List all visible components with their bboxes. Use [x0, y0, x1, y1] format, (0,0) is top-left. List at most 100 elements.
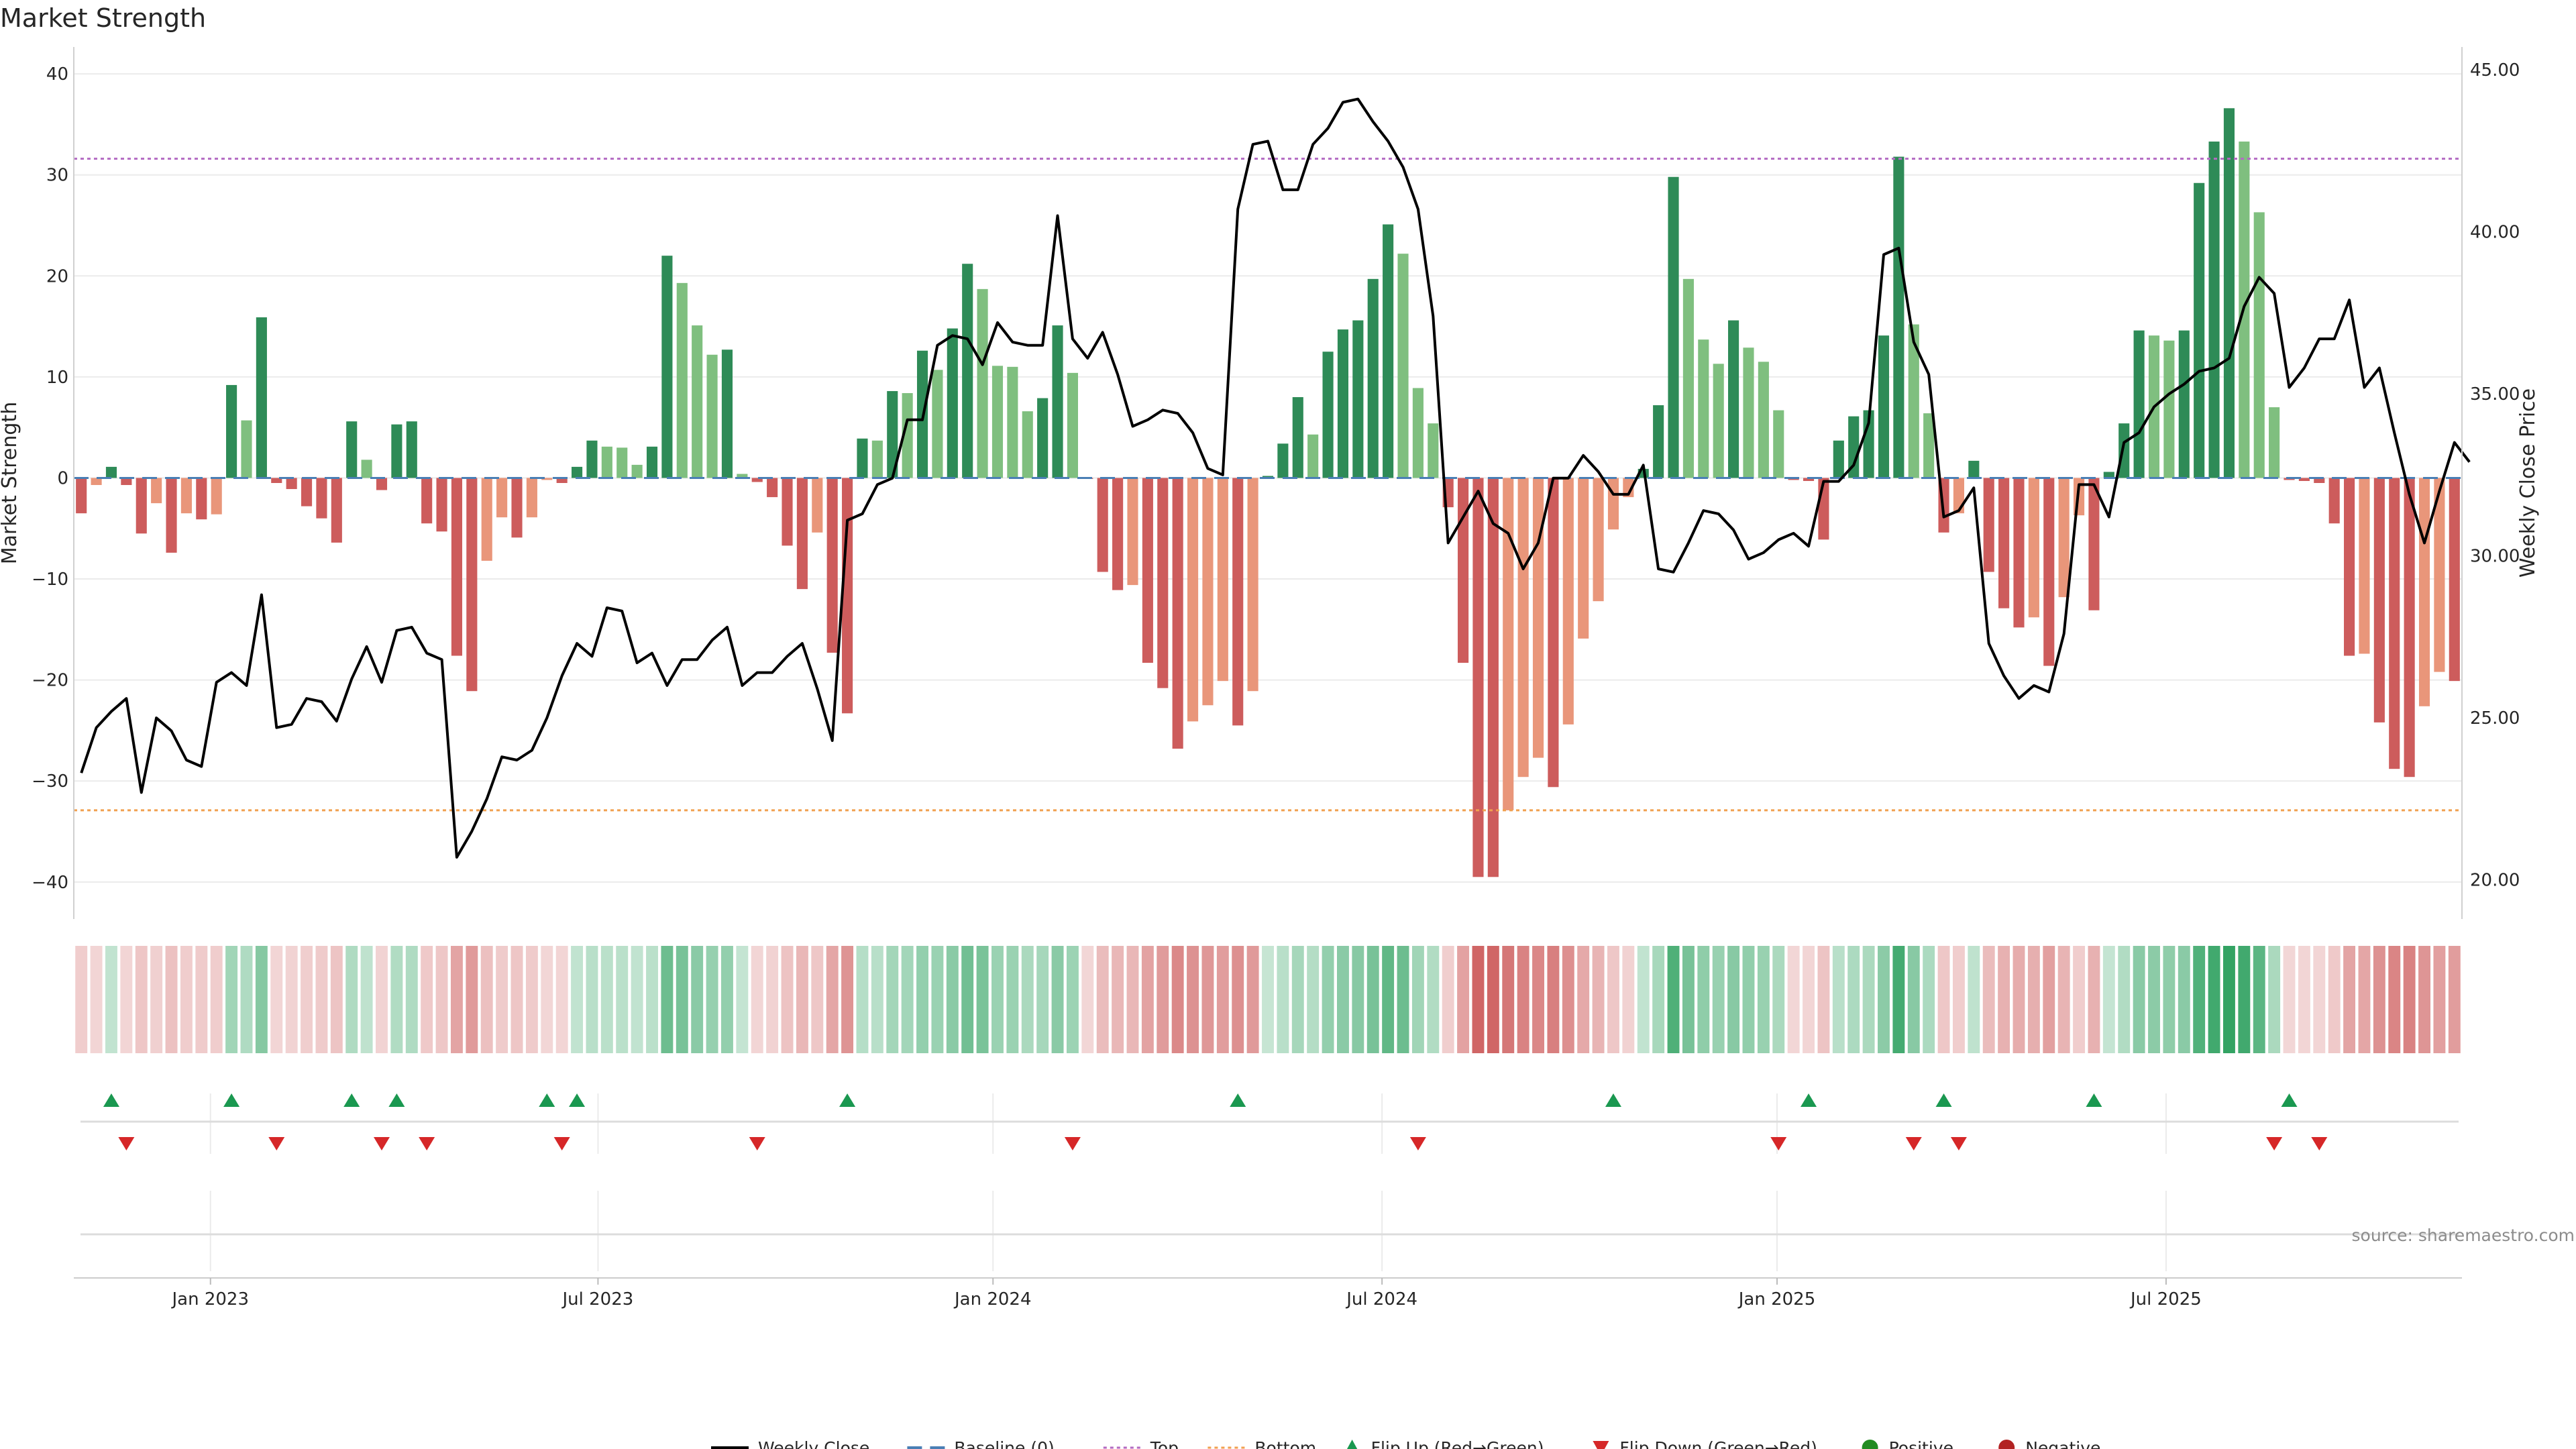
heat-cell	[270, 946, 283, 1053]
heat-cell	[285, 946, 298, 1053]
heat-cell	[1171, 946, 1184, 1053]
strength-bar	[1172, 478, 1183, 749]
strength-bar	[2058, 478, 2070, 598]
heat-cell	[1427, 946, 1440, 1053]
strength-bar	[1773, 410, 1784, 478]
legend-positive-swatch	[1862, 1440, 1878, 1449]
strength-bar	[1983, 478, 1994, 572]
heat-cell	[1937, 946, 1950, 1053]
strength-bar	[466, 478, 478, 692]
heat-cell	[811, 946, 824, 1053]
heat-cell	[525, 946, 538, 1053]
legend-flip-down: Flip Down (Green→Red)	[1593, 1438, 1817, 1449]
legend-negative: Negative	[1998, 1438, 2100, 1449]
strength-bar	[1607, 478, 1619, 530]
legend-positive: Positive	[1862, 1438, 1953, 1449]
strength-bar	[1367, 278, 1379, 478]
heat-cell	[2358, 946, 2371, 1053]
heat-cell	[2163, 946, 2176, 1053]
strength-bar	[316, 478, 327, 519]
heat-cell	[1352, 946, 1364, 1053]
y-tick-label-right: 35.00	[2470, 384, 2520, 405]
strength-bar	[1833, 440, 1844, 478]
legend-top-label: Top	[1150, 1438, 1179, 1449]
heat-cell	[376, 946, 388, 1053]
axes: 40 30 20 10 0 −10 −20 −30 −40 45.00 40.00 35.00 30.0…	[32, 47, 2520, 1309]
heat-cell	[2343, 946, 2356, 1053]
strength-bar	[226, 384, 237, 478]
heat-cell	[1592, 946, 1605, 1053]
x-tick-label: Jan 2023	[170, 1289, 249, 1309]
heat-cell	[1892, 946, 1905, 1053]
strength-bar	[1682, 278, 1694, 478]
heat-cell	[1487, 946, 1499, 1053]
legend-flip-down-label: Flip Down (Green→Red)	[1619, 1438, 1817, 1449]
strength-bar	[1428, 423, 1439, 478]
strength-bar	[196, 478, 207, 520]
strength-bar	[2028, 478, 2039, 618]
strength-bar	[1202, 478, 1214, 706]
heat-cell	[120, 946, 133, 1053]
strength-bar	[1217, 478, 1228, 682]
y-tick-label-left: 20	[46, 266, 68, 286]
strength-bar	[857, 438, 868, 478]
strength-bar	[2118, 423, 2130, 478]
heat-cell	[2133, 946, 2145, 1053]
strength-bar	[601, 446, 612, 478]
y-tick-label-left: 0	[57, 468, 68, 488]
flip-down-marker	[749, 1137, 765, 1150]
y-tick-label-left: −20	[32, 671, 68, 691]
heat-cell	[1081, 946, 1094, 1053]
flip-up-marker	[103, 1093, 119, 1107]
legend-weekly-close-label: Weekly Close	[758, 1438, 869, 1449]
heat-cell	[1968, 946, 1980, 1053]
strength-bar	[1532, 478, 1544, 758]
heat-cell	[916, 946, 928, 1053]
strength-bar	[826, 478, 838, 653]
heat-cell	[961, 946, 974, 1053]
heat-cell	[571, 946, 584, 1053]
legend-positive-label: Positive	[1889, 1438, 1953, 1449]
flip-up-marker	[388, 1093, 405, 1107]
strength-bar	[286, 478, 297, 490]
heat-cell	[1366, 946, 1379, 1053]
strength-bar	[556, 478, 568, 483]
heat-cell	[195, 946, 208, 1053]
strength-bar	[692, 325, 703, 478]
legend-baseline-label: Baseline (0)	[954, 1438, 1054, 1449]
heat-cell	[2057, 946, 2070, 1053]
strength-bar	[2269, 407, 2280, 478]
strength-bar	[2133, 330, 2145, 478]
heat-cell	[1006, 946, 1019, 1053]
heat-cell	[1411, 946, 1424, 1053]
legend-bottom: Bottom	[1208, 1438, 1316, 1449]
strength-bar	[1668, 176, 1679, 478]
strength-bar	[2223, 108, 2235, 478]
heat-cell	[1397, 946, 1409, 1053]
strength-bar	[1307, 434, 1319, 478]
heat-cell	[1817, 946, 1830, 1053]
source-note: source: sharemaestro.com	[2352, 1226, 2575, 1245]
strength-bar	[796, 478, 808, 590]
y-axis-left-title: Market Strength	[0, 402, 21, 564]
heat-cell	[2448, 946, 2461, 1053]
strength-bar	[1292, 397, 1303, 478]
heat-cell	[1607, 946, 1619, 1053]
strength-bar	[1007, 366, 1018, 478]
strength-bar	[2434, 478, 2445, 672]
flip-down-marker	[1409, 1137, 1426, 1150]
strength-bar	[1112, 478, 1124, 590]
strength-bar	[2314, 478, 2325, 483]
heat-cell	[2403, 946, 2416, 1053]
heat-cell	[1141, 946, 1154, 1053]
heat-cell	[946, 946, 959, 1053]
heat-cell	[1036, 946, 1049, 1053]
heat-cell	[1637, 946, 1650, 1053]
heat-cell	[1682, 946, 1695, 1053]
heat-cell	[2313, 946, 2326, 1053]
strength-bar	[331, 478, 342, 543]
strength-bar	[2373, 478, 2385, 722]
heat-cell	[2178, 946, 2190, 1053]
strength-bar	[782, 478, 793, 546]
heat-cell	[1547, 946, 1560, 1053]
